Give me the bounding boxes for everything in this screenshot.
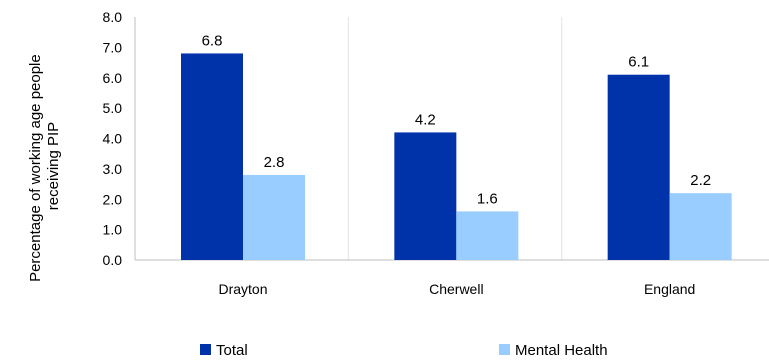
data-label: 4.2 — [415, 111, 436, 128]
data-label: 2.8 — [264, 154, 285, 171]
category-label: Drayton — [218, 281, 267, 297]
y-axis-label-line-2: receiving PIP — [45, 122, 62, 210]
y-tick-label: 3.0 — [103, 161, 123, 177]
category-labels: Drayton Cherwell England — [218, 281, 695, 297]
y-tick-label: 6.0 — [103, 70, 123, 86]
legend-swatch-mental-health — [499, 344, 510, 355]
category-label: Cherwell — [429, 281, 483, 297]
y-axis-label-line-1: Percentage of working age people — [27, 54, 44, 282]
bar-mental-health-england — [669, 193, 732, 260]
bar-mental-health-cherwell — [456, 211, 519, 260]
bar-total-cherwell — [394, 132, 457, 260]
category-label: England — [644, 281, 695, 297]
y-tick-label: 1.0 — [103, 222, 123, 238]
y-axis-label: Percentage of working age people receivi… — [27, 50, 62, 282]
y-tick-label: 2.0 — [103, 191, 123, 207]
y-tick-label: 5.0 — [103, 100, 123, 116]
data-label: 2.2 — [690, 172, 711, 189]
y-tick-labels: 0.0 1.0 2.0 3.0 4.0 5.0 6.0 7.0 8.0 — [103, 9, 123, 268]
data-label: 1.6 — [477, 190, 498, 207]
y-tick-label: 7.0 — [103, 39, 123, 55]
legend-item-mental-health: Mental Health — [499, 342, 608, 359]
bar-total-drayton — [181, 53, 243, 261]
legend-item-total: Total — [200, 342, 248, 359]
data-labels: 6.8 4.2 6.1 2.8 1.6 2.2 — [202, 32, 712, 207]
data-label: 6.1 — [628, 54, 649, 71]
y-tick-label: 4.0 — [103, 131, 123, 147]
legend-label-mental-health: Mental Health — [515, 342, 608, 359]
y-tick-label: 0.0 — [103, 252, 123, 268]
bar-total-england — [607, 74, 670, 261]
legend-swatch-total — [200, 344, 211, 355]
legend-label-total: Total — [216, 342, 248, 359]
y-tick-label: 8.0 — [103, 9, 123, 25]
bar-mental-health-drayton — [243, 174, 305, 260]
grid-lines — [347, 17, 563, 260]
data-label: 6.8 — [202, 32, 223, 49]
bars — [181, 53, 732, 261]
legend: Total Mental Health — [200, 342, 608, 359]
